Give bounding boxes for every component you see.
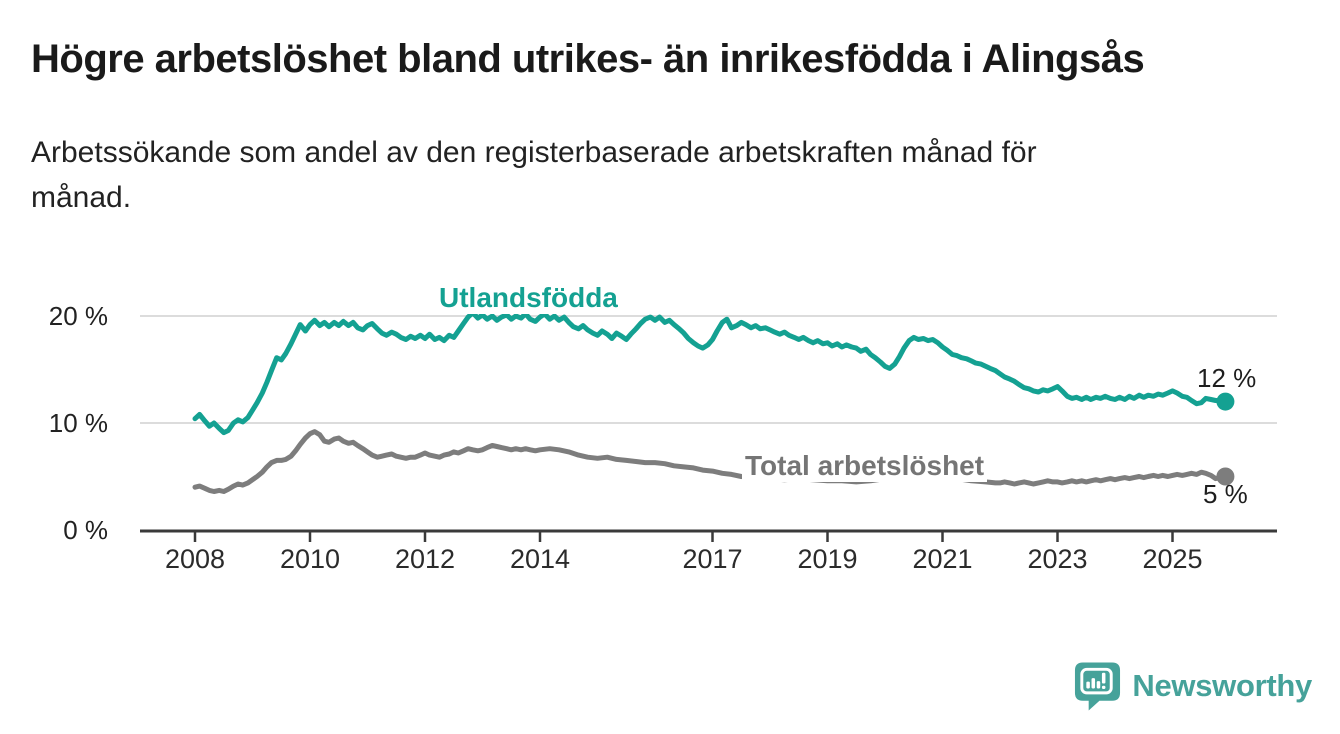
x-axis-tick-label: 2010 bbox=[279, 544, 341, 574]
series-line-utlandsfodda bbox=[192, 310, 1228, 436]
logo-exclamation-dot bbox=[1102, 685, 1106, 689]
newsworthy-logo-icon bbox=[1075, 662, 1121, 711]
end-value-label-utlandsfodda: 12 % bbox=[1197, 363, 1257, 393]
series-label-total-arbetsloshet: Total arbetslöshet bbox=[742, 450, 988, 483]
x-axis-tick-label: 2014 bbox=[509, 544, 571, 574]
x-axis-tick-label: 2008 bbox=[164, 544, 226, 574]
end-value-label-total-arbetsloshet: 5 % bbox=[1203, 479, 1248, 509]
logo-exclamation-bar bbox=[1102, 672, 1106, 684]
x-axis-tick-label: 2025 bbox=[1142, 544, 1203, 574]
logo-frame bbox=[1080, 667, 1114, 695]
x-axis-tick-label: 2021 bbox=[912, 544, 973, 574]
y-axis-tick-label: 20 % bbox=[48, 301, 108, 331]
series-line-total-arbetsloshet bbox=[192, 429, 1228, 494]
newsworthy-logo[interactable]: Newsworthy bbox=[1073, 660, 1312, 712]
x-axis-tick-label: 2023 bbox=[1027, 544, 1088, 574]
series-end-dot-total-arbetsloshet bbox=[1216, 467, 1235, 486]
y-axis-tick-label: 0 % bbox=[63, 515, 108, 545]
logo-bar-3 bbox=[1097, 681, 1101, 689]
y-axis-tick-label: 10 % bbox=[48, 408, 108, 438]
x-axis-tick-label: 2012 bbox=[394, 544, 456, 574]
page-title: Högre arbetslöshet bland utrikes- än inr… bbox=[31, 37, 1145, 81]
x-axis-tick-label: 2019 bbox=[797, 544, 858, 574]
series-label-utlandsfodda: Utlandsfödda bbox=[436, 282, 621, 315]
logo-bar-1 bbox=[1086, 681, 1091, 689]
newsworthy-logo-text: Newsworthy bbox=[1132, 668, 1312, 703]
page-subtitle: Arbetssökande som andel av den registerb… bbox=[31, 136, 1037, 214]
x-axis-tick-label: 2017 bbox=[682, 544, 743, 574]
series-end-dot-utlandsfodda bbox=[1216, 392, 1235, 411]
logo-bar-2 bbox=[1091, 678, 1096, 689]
